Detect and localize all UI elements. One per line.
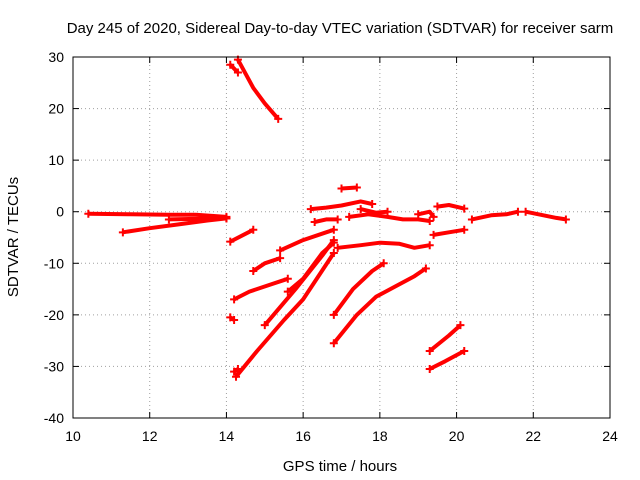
data-point: [352, 183, 361, 192]
data-trace: [348, 212, 430, 223]
chart-title: Day 245 of 2020, Sidereal Day-to-day VTE…: [67, 20, 614, 37]
data-point: [433, 202, 442, 211]
grid: [73, 57, 610, 418]
y-tick-label: -20: [44, 307, 64, 323]
x-tick-label: 14: [219, 428, 235, 444]
data-trace: [525, 209, 567, 222]
x-tick-label: 16: [295, 428, 311, 444]
data-point: [260, 321, 269, 330]
data-trace: [437, 203, 465, 211]
data-point: [460, 346, 469, 355]
data-point: [460, 225, 469, 234]
data-trace: [286, 241, 336, 294]
data-point: [230, 295, 239, 304]
x-tick-label: 10: [65, 428, 81, 444]
y-tick-label: 10: [48, 152, 64, 168]
data-point: [467, 215, 476, 224]
data-point: [368, 199, 377, 208]
data-point: [425, 346, 434, 355]
data-point: [429, 212, 438, 221]
data-point: [164, 215, 173, 224]
y-tick-label: 20: [48, 101, 64, 117]
data-point: [337, 184, 346, 193]
data-point: [230, 316, 239, 325]
data-point: [329, 310, 338, 319]
data-point: [306, 205, 315, 214]
x-tick-label: 20: [449, 428, 465, 444]
data-trace: [279, 227, 335, 253]
data-traces: [84, 55, 570, 381]
data-trace: [236, 58, 280, 121]
plot-frame: [72, 56, 611, 419]
data-point: [276, 246, 285, 255]
data-trace: [233, 276, 289, 302]
y-axis-label: SDTVAR / TECUs: [5, 177, 22, 297]
data-point: [283, 287, 292, 296]
data-point: [425, 365, 434, 374]
x-tick-label: 22: [525, 428, 541, 444]
data-trace: [310, 199, 373, 212]
data-trace: [332, 266, 428, 345]
data-point: [379, 259, 388, 268]
x-tick-label: 24: [602, 428, 618, 444]
data-trace: [471, 209, 519, 222]
data-point: [232, 372, 241, 381]
data-point: [283, 274, 292, 283]
data-trace: [252, 256, 281, 273]
data-point: [561, 215, 570, 224]
data-point: [429, 230, 438, 239]
data-trace: [433, 227, 465, 237]
data-point: [233, 68, 242, 77]
data-point: [329, 225, 338, 234]
data-trace: [168, 216, 227, 222]
data-trace: [229, 228, 255, 244]
data-point: [383, 207, 392, 216]
data-point: [329, 248, 338, 257]
y-tick-label: -30: [44, 358, 64, 374]
y-tick-label: 0: [56, 204, 64, 220]
y-tick-label: 30: [48, 49, 64, 65]
data-point: [226, 237, 235, 246]
data-point: [329, 339, 338, 348]
data-point: [425, 241, 434, 250]
data-point: [460, 204, 469, 213]
data-trace: [428, 323, 462, 353]
data-trace: [332, 261, 385, 317]
data-trace: [360, 207, 388, 215]
data-point: [249, 267, 258, 276]
data-point: [425, 216, 434, 225]
data-trace: [337, 240, 431, 250]
data-point: [333, 243, 342, 252]
data-point: [456, 321, 465, 330]
data-trace: [88, 211, 227, 219]
data-trace: [428, 349, 466, 371]
data-point: [222, 214, 231, 223]
axis-ticks: 10 12 14 16 18 20 22 24 30 20 10 0 -10 -20 -30 -40: [44, 49, 618, 444]
x-tick-label: 18: [372, 428, 388, 444]
x-tick-label: 12: [142, 428, 158, 444]
y-tick-label: -40: [44, 410, 64, 426]
x-axis-label: GPS time / hours: [283, 458, 397, 475]
data-trace: [234, 251, 336, 378]
data-point: [329, 238, 338, 247]
data-point: [274, 114, 283, 123]
y-tick-label: -10: [44, 255, 64, 271]
data-point: [513, 207, 522, 216]
data-point: [310, 218, 319, 227]
data-point: [333, 215, 342, 224]
data-point: [118, 228, 127, 237]
data-point: [84, 209, 93, 218]
data-point: [356, 205, 365, 214]
data-point: [249, 225, 258, 234]
data-point: [226, 60, 235, 69]
data-point: [414, 210, 423, 219]
data-point: [521, 207, 530, 216]
data-point: [345, 212, 354, 221]
data-point: [421, 264, 430, 273]
data-trace: [228, 63, 240, 74]
data-point: [276, 254, 285, 263]
